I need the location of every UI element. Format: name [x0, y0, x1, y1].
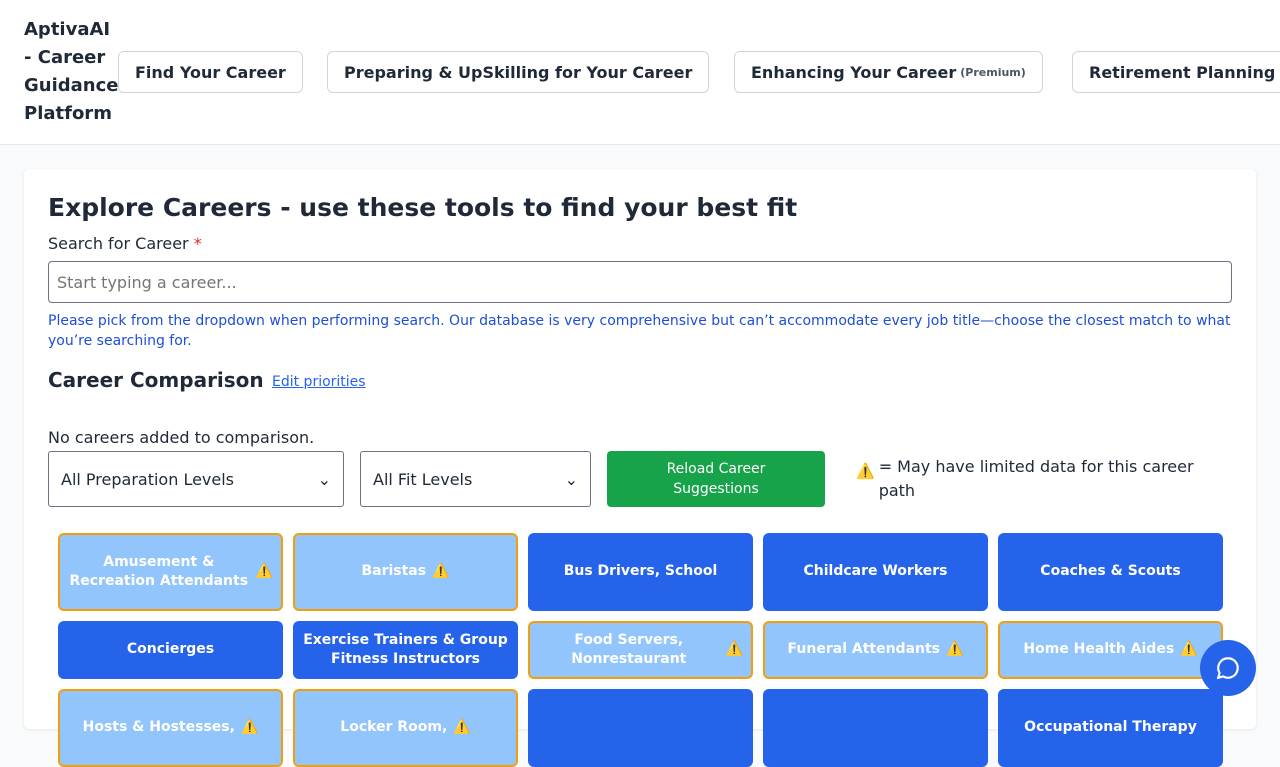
page-title: Explore Careers - use these tools to fin… [48, 193, 798, 222]
career-tile[interactable]: Amusement & Recreation Attendants ⚠️ [58, 533, 283, 611]
nav-label: Retirement Planning [1089, 62, 1276, 82]
career-grid: Amusement & Recreation Attendants ⚠️ Baris… [58, 533, 1223, 767]
nav-label: Preparing & UpSkilling for Your Career [344, 62, 693, 82]
career-tile[interactable]: Hosts & Hostesses, ⚠️ [58, 689, 283, 767]
warning-icon: ⚠️ [453, 719, 471, 736]
career-tile[interactable]: Coaches & Scouts [998, 533, 1223, 611]
warning-icon: ⚠️ [255, 563, 273, 580]
chat-button[interactable] [1200, 640, 1256, 696]
chevron-down-icon: ⌄ [564, 469, 578, 489]
chat-icon [1216, 657, 1239, 680]
career-name: Concierges [126, 641, 215, 658]
career-name: Home Health Aides [1023, 641, 1175, 658]
career-name: Funeral Attendants [787, 641, 941, 658]
career-tile[interactable] [763, 689, 988, 767]
career-tile[interactable]: Occupational Therapy [998, 689, 1223, 767]
career-tile[interactable]: Food Servers, Nonrestaurant ⚠️ [528, 621, 753, 679]
warning-icon: ⚠️ [725, 641, 743, 658]
career-tile[interactable]: Childcare Workers [763, 533, 988, 611]
comparison-title: Career Comparison [48, 368, 264, 392]
career-tile[interactable]: Locker Room, ⚠️ [293, 689, 518, 767]
search-label: Search for Career * [48, 234, 202, 253]
career-tile[interactable]: Baristas ⚠️ [293, 533, 518, 611]
edit-priorities-link[interactable]: Edit priorities [272, 374, 366, 390]
nav-enhancing[interactable]: Enhancing Your Career (Premium) [734, 51, 1043, 93]
warning-icon: ⚠️ [856, 462, 875, 480]
search-hint: Please pick from the dropdown when perfo… [48, 313, 1231, 349]
career-name: Amusement & Recreation Attendants [69, 553, 249, 590]
career-name: Food Servers, Nonrestaurant [571, 631, 687, 668]
nav-preparing[interactable]: Preparing & UpSkilling for Your Career [327, 51, 710, 93]
warning-icon: ⚠️ [240, 719, 259, 736]
warning-icon: ⚠️ [946, 641, 964, 658]
career-tile[interactable]: Bus Drivers, School [528, 533, 753, 611]
career-tile[interactable]: Home Health Aides ⚠️ [998, 621, 1223, 679]
nav-label: Find Your Career [135, 62, 286, 82]
select-value: All Preparation Levels [61, 469, 235, 489]
career-search-input[interactable] [48, 261, 1232, 303]
legend-text: = May have limited data for this career … [878, 457, 1194, 500]
no-careers-text: No careers added to comparison. [48, 428, 315, 447]
career-name: Hosts & Hostesses, [82, 719, 235, 736]
career-name: Locker Room, [340, 719, 448, 736]
career-name: Coaches & Scouts [1040, 563, 1181, 580]
preparation-level-select[interactable]: All Preparation Levels ⌄ [48, 451, 344, 507]
career-name: Occupational Therapy [1024, 719, 1197, 736]
career-tile[interactable]: Funeral Attendants ⚠️ [763, 621, 988, 679]
top-header: AptivaAI - Career Guidance Platform Find… [0, 0, 1280, 145]
career-name: Baristas [361, 563, 427, 580]
search-label-text: Search for Career [48, 234, 189, 253]
warning-legend: ⚠️ = May have limited data for this caree… [856, 455, 1206, 503]
fit-level-select[interactable]: All Fit Levels ⌄ [360, 451, 591, 507]
brand-logo[interactable]: AptivaAI - Career Guidance Platform [24, 19, 119, 124]
career-tile[interactable]: Exercise Trainers & Group Fitness Instru… [293, 621, 518, 679]
nav-find-career[interactable]: Find Your Career [118, 51, 303, 93]
career-tile[interactable]: Concierges [58, 621, 283, 679]
select-value: All Fit Levels [373, 469, 473, 489]
warning-icon: ⚠️ [1180, 641, 1198, 658]
warning-icon: ⚠️ [432, 563, 450, 580]
nav-label: Enhancing Your Career [751, 62, 957, 82]
reload-suggestions-button[interactable]: Reload Career Suggestions [607, 451, 825, 507]
nav-retirement[interactable]: Retirement Planning [1072, 51, 1280, 93]
career-tile[interactable] [528, 689, 753, 767]
chevron-down-icon: ⌄ [317, 469, 331, 489]
career-name: Childcare Workers [803, 563, 948, 580]
explore-card: Explore Careers - use these tools to fin… [24, 169, 1256, 767]
career-name: Exercise Trainers & Group Fitness Instru… [303, 631, 508, 668]
required-marker: * [193, 234, 202, 253]
premium-badge: (Premium) [960, 65, 1026, 79]
career-name: Bus Drivers, School [563, 563, 718, 580]
